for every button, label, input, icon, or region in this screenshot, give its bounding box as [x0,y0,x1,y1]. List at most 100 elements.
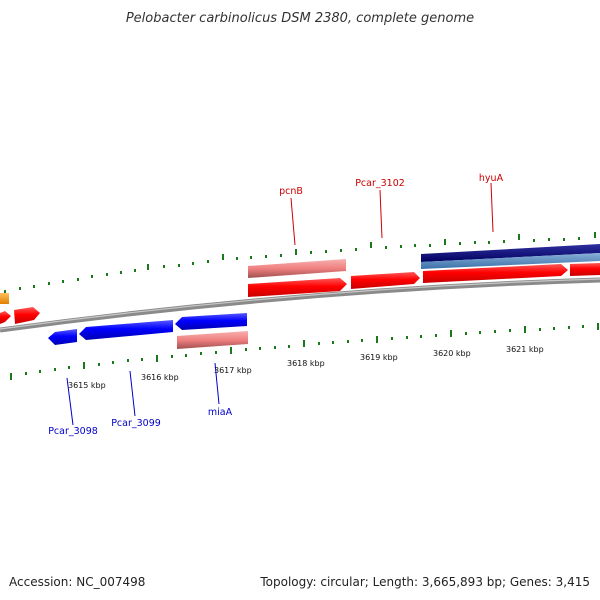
reverse-gene-labels: Pcar_3098 Pcar_3099 miaA [48,362,233,437]
inner-tick-major [10,373,12,380]
inner-tick-minor [185,354,187,357]
inner-tick-minor [112,361,114,364]
label-Pcar_3098[interactable]: Pcar_3098 [48,426,98,437]
outer-tick-minor [400,245,402,248]
label-miaA[interactable]: miaA [208,407,233,418]
inner-tick-minor [347,340,349,343]
outer-tick-minor [355,248,357,251]
gene-Pcar_3099[interactable] [79,320,173,340]
scale-label: 3617 kbp [214,366,252,375]
genome-backbone-highlight [0,278,600,330]
inner-tick-minor [98,363,100,366]
outer-tick-minor [120,271,122,274]
inner-tick-minor [553,327,555,330]
gene-hyuA[interactable] [423,264,568,283]
outer-tick-minor [548,238,550,241]
inner-tick-major [83,362,85,369]
outer-tick-major [147,264,149,270]
outer-tick-minor [77,278,79,281]
inner-tick-minor [39,370,41,373]
label-hyuA[interactable]: hyuA [479,173,504,184]
inner-tick-major [156,355,158,362]
label-leader-line [214,362,220,405]
inner-tick-minor [318,342,320,345]
outer-tick-major [594,232,596,238]
outer-tick-minor [4,290,6,293]
outer-tick-minor [48,282,50,285]
inner-tick-minor [539,328,541,331]
label-leader-line [379,189,383,239]
inner-tick-minor [435,334,437,337]
gene-pcnB[interactable] [248,278,347,297]
genome-summary-text: Topology: circular; Length: 3,665,893 bp… [259,575,590,589]
outer-tick-major [295,249,297,255]
rna-gene[interactable] [0,293,9,304]
inner-tick-minor [391,337,393,340]
gene-Pcar_3102[interactable] [351,272,420,289]
outer-tick-minor [533,239,535,242]
gene-arrow[interactable] [570,263,600,276]
feature-pcnB-region[interactable] [248,259,346,278]
inner-tick-row [10,323,599,380]
gene-arrow[interactable] [0,311,11,324]
outer-tick-minor [280,254,282,257]
outer-tick-minor [265,255,267,258]
inner-tick-major [303,340,305,347]
gene-miaA[interactable] [175,313,247,330]
gene-arrow[interactable] [14,307,40,324]
inner-tick-major [524,326,526,333]
inner-tick-minor [200,352,202,355]
label-leader-line [66,377,74,426]
feature-hyuA-region[interactable] [421,253,600,269]
outer-tick-minor [62,280,64,283]
inner-tick-minor [245,348,247,351]
outer-tick-minor [563,238,565,241]
label-leader-line [290,197,296,246]
inner-tick-minor [509,329,511,332]
label-Pcar_3099[interactable]: Pcar_3099 [111,418,161,429]
inner-tick-minor [215,351,217,354]
inner-tick-minor [171,355,173,358]
scale-label: 3620 kbp [433,349,471,358]
outer-tick-minor [340,249,342,252]
outer-tick-minor [459,242,461,245]
inner-tick-minor [259,347,261,350]
scale-label: 3619 kbp [360,353,398,362]
feature-hyuA-domain[interactable] [421,244,600,262]
outer-tick-minor [207,260,209,263]
outer-tick-minor [178,264,180,267]
scale-label: 3621 kbp [506,345,544,354]
outer-tick-minor [236,257,238,260]
label-Pcar_3102[interactable]: Pcar_3102 [355,178,405,189]
outer-tick-row [4,232,596,293]
outer-tick-minor [134,269,136,272]
inner-tick-minor [582,325,584,328]
outer-tick-minor [578,237,580,240]
inner-tick-minor [568,326,570,329]
label-pcnB[interactable]: pcnB [279,186,303,197]
inner-tick-minor [54,368,56,371]
gene-Pcar_3098[interactable] [48,329,77,345]
outer-tick-minor [474,241,476,244]
inner-tick-minor [68,366,70,369]
inner-tick-minor [141,358,143,361]
forward-strand [0,244,600,324]
inner-tick-major [450,330,452,337]
outer-tick-minor [385,246,387,249]
outer-tick-major [222,254,224,260]
inner-tick-minor [361,339,363,342]
outer-tick-minor [91,275,93,278]
accession-text: Accession: NC_007498 [9,575,145,589]
outer-tick-minor [429,244,431,247]
inner-tick-minor [25,372,27,375]
genome-backbone [0,277,600,333]
inner-tick-minor [288,345,290,348]
inner-tick-major [597,323,599,330]
inner-tick-minor [127,359,129,362]
scale-label: 3615 kbp [68,381,106,390]
outer-tick-minor [310,251,312,254]
feature-miaA-region[interactable] [177,331,248,349]
outer-tick-major [444,239,446,245]
map-title: Pelobacter carbinolicus DSM 2380, comple… [126,11,474,26]
